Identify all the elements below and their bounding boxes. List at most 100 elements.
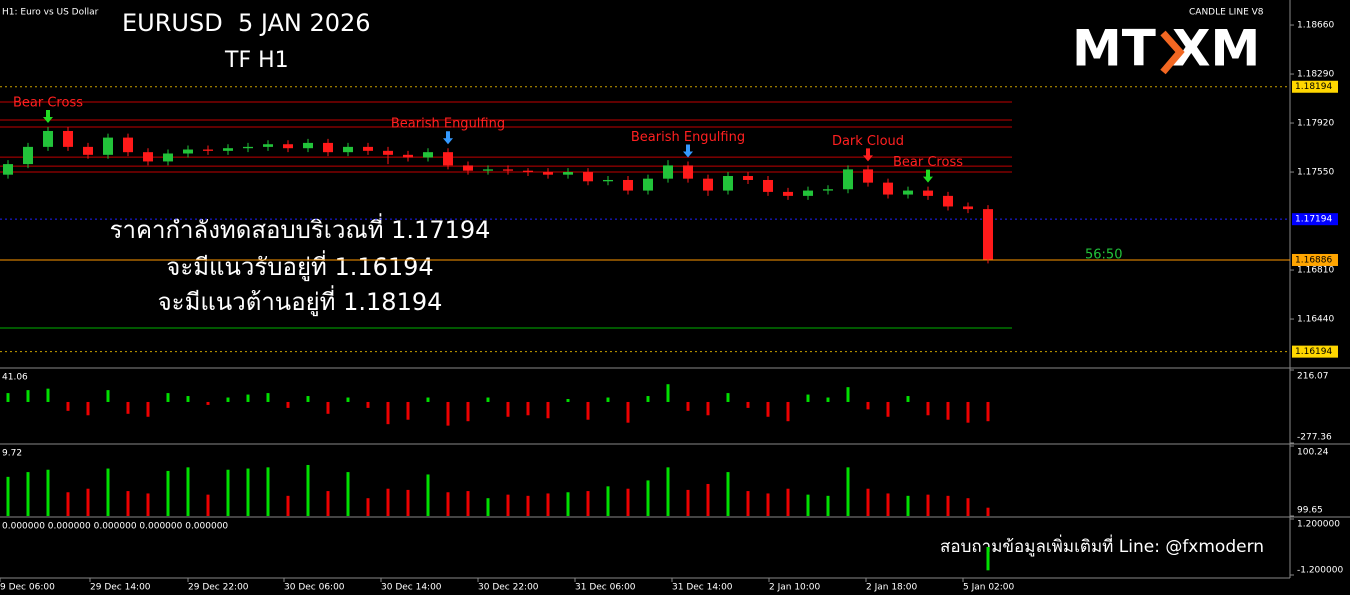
candle-body [63, 130, 73, 147]
histogram-bar [306, 396, 310, 402]
histogram-bar [966, 401, 970, 423]
histogram-bar [786, 401, 790, 422]
price-tag-label: 1.16194 [1295, 347, 1332, 357]
signal-arrow [443, 131, 453, 145]
histogram-bar [446, 492, 450, 516]
price-tag [1292, 80, 1338, 93]
histogram-bar [546, 401, 550, 419]
candle-body [83, 146, 93, 155]
histogram-bar [66, 492, 70, 516]
candle-body [923, 190, 933, 196]
y-tick-label: 1.16810 [1297, 266, 1334, 276]
price-tag [1292, 213, 1338, 226]
candle-body [703, 178, 713, 191]
histogram-bar [46, 469, 50, 516]
histogram-bar [726, 393, 730, 402]
histogram-bar [706, 401, 710, 416]
histogram-bar [26, 390, 30, 402]
histogram-bar [226, 469, 230, 516]
histogram-bar [206, 494, 210, 516]
histogram-bar [786, 488, 790, 516]
histogram-bar [166, 470, 170, 516]
y-tick-label: -277.36 [1297, 433, 1332, 443]
y-tick-label: 100.24 [1297, 448, 1329, 458]
contact: สอบถามข้อมูลเพิ่มเติมที่ Line: @fxmodern [940, 534, 1264, 557]
histogram-bar [866, 488, 870, 516]
candle-body [903, 190, 913, 195]
histogram-bar [326, 401, 330, 414]
candle-body [283, 144, 293, 149]
timeframe: TF H1 [224, 48, 289, 73]
histogram-bar [306, 464, 310, 516]
candle-body [763, 179, 773, 192]
price-tag-label: 1.17194 [1295, 215, 1332, 225]
note: จะมีแนวรับอยู่ที่ 1.16194 [166, 250, 433, 282]
histogram-bar [346, 472, 350, 516]
histogram-bar [426, 397, 430, 402]
candle-body [883, 182, 893, 195]
x-tick-label: 2 Jan 10:00 [769, 583, 821, 593]
histogram-bar [946, 401, 950, 420]
y-tick-label: 1.18660 [1297, 21, 1334, 31]
histogram-bar [846, 387, 850, 402]
indicator-readout: 0.000000 0.000000 0.000000 0.000000 0.00… [2, 522, 228, 532]
logo-accent [1160, 30, 1185, 75]
candle-body [163, 153, 173, 162]
price-tag [1292, 253, 1338, 266]
y-tick-label: 1.18290 [1297, 70, 1334, 80]
signal-arrow [923, 169, 933, 183]
histogram-bar [586, 491, 590, 516]
x-tick-label: 9 Dec 06:00 [0, 583, 55, 593]
signal-arrow [683, 144, 693, 158]
histogram-bar [246, 394, 250, 402]
y-tick-label: 1.200000 [1297, 520, 1340, 530]
candle-body [303, 142, 313, 149]
candle-body [103, 137, 113, 155]
histogram-bar [6, 476, 10, 516]
histogram-bar [86, 401, 90, 416]
candle-body [143, 152, 153, 162]
candle-body [983, 209, 993, 260]
annotation: Bear Cross [13, 96, 83, 111]
annotation: Dark Cloud [832, 134, 904, 149]
candle-body [683, 165, 693, 179]
countdown: 56:50 [1085, 248, 1122, 263]
histogram-bar [766, 401, 770, 417]
histogram-bar [266, 393, 270, 402]
candle-body [383, 150, 393, 155]
histogram-bar [506, 494, 510, 516]
candle-body [583, 172, 593, 182]
histogram-bar [226, 397, 230, 402]
candle-body [803, 190, 813, 196]
candle-body [863, 169, 873, 183]
candle-body [963, 206, 973, 210]
x-tick-label: 31 Dec 06:00 [575, 583, 636, 593]
histogram-bar [906, 495, 910, 516]
histogram-bar [246, 468, 250, 516]
indicator-readout: 41.06 [2, 373, 28, 383]
histogram-bar [466, 491, 470, 516]
histogram-bar [86, 488, 90, 516]
histogram-bar [406, 401, 410, 420]
histogram-bar [746, 401, 750, 408]
y-tick-label: 1.17920 [1297, 119, 1334, 129]
candle-body [843, 169, 853, 190]
signal-arrow [863, 148, 873, 162]
histogram-bar [106, 390, 110, 402]
histogram-bar [726, 472, 730, 516]
x-tick-label: 31 Dec 14:00 [672, 583, 733, 593]
histogram-bar [966, 498, 970, 516]
histogram-bar [386, 401, 390, 425]
histogram-bar [6, 393, 10, 402]
histogram-bar [926, 494, 930, 516]
candle-body [723, 176, 733, 191]
histogram-bar [286, 495, 290, 516]
title: EURUSD 5 JAN 2026 [122, 9, 371, 37]
histogram-bar [566, 492, 570, 516]
histogram-bar [626, 488, 630, 516]
candle-body [623, 179, 633, 191]
candle-body [563, 172, 573, 175]
candle-body [643, 178, 653, 191]
